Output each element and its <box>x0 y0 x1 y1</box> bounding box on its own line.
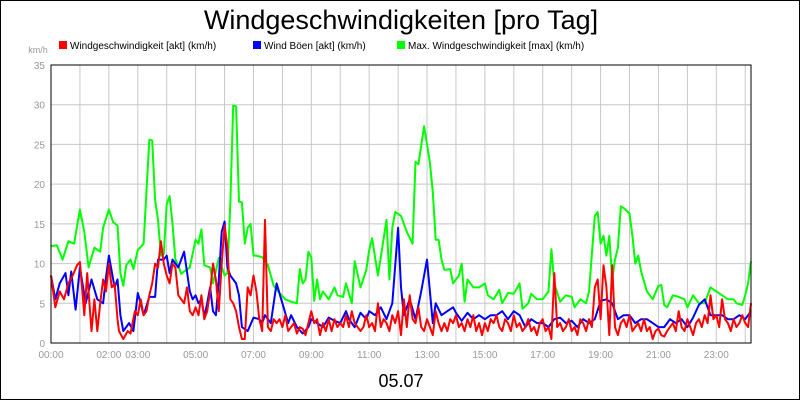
x-tick-label: 23:00 <box>704 350 729 361</box>
x-tick-label: 02:00 <box>96 350 121 361</box>
x-tick-label: 13:00 <box>415 350 440 361</box>
y-tick-labels: 0 5 10 15 20 25 30 35 <box>34 61 46 350</box>
x-tick-label: 03:00 <box>125 350 150 361</box>
x-tick-label: 05:00 <box>183 350 208 361</box>
legend-swatch-max <box>397 41 405 49</box>
date-label: 05.07 <box>378 371 423 391</box>
legend-label-akt: Windgeschwindigkeit [akt] (km/h) <box>70 41 216 52</box>
x-tick-label: 15:00 <box>472 350 497 361</box>
y-tick-label: 5 <box>39 299 45 310</box>
x-tick-label: 00:00 <box>38 350 63 361</box>
x-tick-label: 19:00 <box>588 350 613 361</box>
x-tick-label: 11:00 <box>357 350 382 361</box>
legend: Windgeschwindigkeit [akt] (km/h) Wind Bö… <box>59 41 584 52</box>
legend-label-max: Max. Windgeschwindigkeit [max] (km/h) <box>408 41 584 52</box>
y-tick-label: 10 <box>34 260 46 271</box>
plot-border <box>50 64 752 344</box>
x-tick-label: 07:00 <box>241 350 266 361</box>
y-tick-label: 20 <box>34 180 46 191</box>
x-tick-label: 17:00 <box>530 350 555 361</box>
y-tick-label: 35 <box>34 61 46 72</box>
series-line-max <box>50 104 752 310</box>
legend-swatch-boeen <box>253 41 261 49</box>
y-unit-label: km/h <box>28 45 48 55</box>
y-tick-label: 0 <box>39 339 45 350</box>
y-tick-label: 30 <box>34 101 46 112</box>
legend-label-boeen: Wind Böen [akt] (km/h) <box>264 41 366 52</box>
chart-title: Windgeschwindigkeiten [pro Tag] <box>204 5 598 35</box>
series-line-akt <box>50 218 752 340</box>
x-tick-labels: 00:00 02:00 03:00 05:00 07:00 09:00 11:00 13:00… <box>38 350 729 361</box>
y-tick-label: 15 <box>34 220 46 231</box>
y-tick-label: 25 <box>34 140 46 151</box>
series-line-boeen <box>50 220 752 335</box>
legend-swatch-akt <box>59 41 67 49</box>
x-tick-label: 21:00 <box>646 350 671 361</box>
x-tick-label: 09:00 <box>299 350 324 361</box>
series-group <box>50 104 752 340</box>
